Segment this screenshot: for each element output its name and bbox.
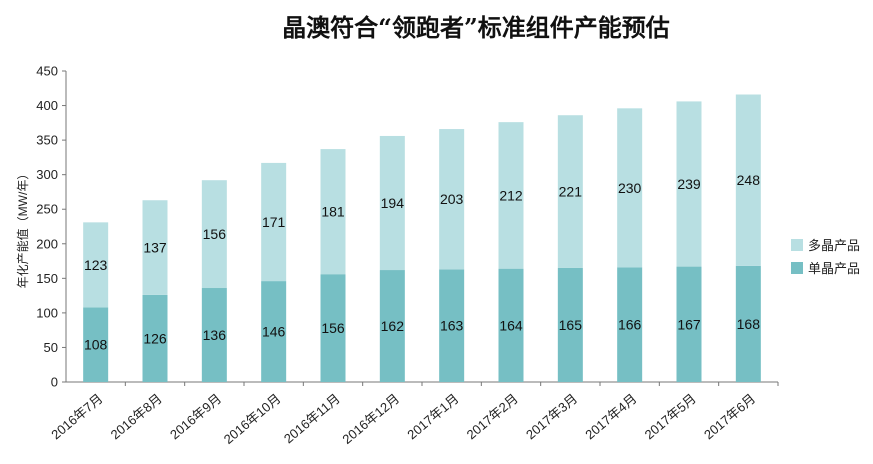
bar-segment [142,294,168,382]
bar-segment [142,200,168,295]
legend-label: 单晶产品 [808,261,860,276]
bar-segment [676,101,702,267]
bar-segment [557,267,583,382]
y-tick-label: 400 [36,98,58,113]
y-axis-label: 年化产能值（MW/年） [15,168,30,289]
x-tick-label: 2016年11月 [281,391,343,446]
y-tick-label: 150 [36,271,58,286]
data-label: 137 [143,240,167,256]
bars-group: 108 123 126 137 136 156 146 171 156 181 162 194 163 2… [83,94,761,382]
data-label: 164 [499,317,523,333]
bar-segment [735,94,761,266]
x-tick-label: 2017年6月 [701,391,758,442]
data-label: 194 [381,195,405,211]
x-tick-label: 2016年10月 [221,391,284,447]
bar-segment [498,268,524,382]
bar-segment [557,115,583,268]
bar-segment [676,266,702,382]
x-tick-label: 2017年2月 [464,391,521,442]
bar-segment [83,307,109,382]
bar-segment [735,265,761,382]
y-tick-label: 200 [36,236,58,251]
data-label: 166 [618,317,642,333]
bar-segment [261,281,287,382]
data-label: 156 [203,226,227,242]
bar-segment [320,149,346,275]
data-label: 203 [440,191,464,207]
bar-segment [439,269,465,382]
data-label: 230 [618,180,642,196]
x-tick-label: 2016年9月 [167,391,224,442]
bar-segment [320,274,346,382]
data-label: 239 [677,176,701,192]
chart-title: 晶澳符合“领跑者”标准组件产能预估 [282,13,670,42]
x-tick-label: 2017年4月 [582,391,639,442]
bar-segment [201,288,227,382]
data-label: 163 [440,318,464,334]
data-label: 123 [84,257,108,273]
y-tick-label: 450 [36,64,58,79]
data-label: 156 [321,320,345,336]
bar-segment [261,162,287,282]
legend-label: 多晶产品 [808,238,860,253]
bar-segment [379,135,405,271]
bar-segment [379,270,405,382]
data-label: 126 [143,330,167,346]
legend-swatch [791,239,803,251]
data-label: 212 [499,187,523,203]
data-label: 146 [262,324,286,340]
data-label: 181 [321,204,345,220]
y-tick-label: 0 [51,375,58,390]
data-label: 108 [84,337,108,353]
x-tick-label: 2017年3月 [523,391,580,442]
bar-segment [617,267,643,382]
bar-segment [201,180,227,289]
data-label: 221 [559,184,583,200]
x-tick-label: 2017年1月 [404,391,461,442]
bar-segment [83,222,109,308]
bar-segment [498,122,524,269]
bar-segment [439,129,465,270]
x-tick-label: 2016年7月 [48,391,105,442]
data-label: 168 [737,316,761,332]
bar-segment [617,108,643,268]
x-tick-label: 2016年8月 [108,391,165,442]
x-tick-label: 2016年12月 [339,391,402,447]
data-label: 165 [559,317,583,333]
y-tick-label: 50 [44,340,58,355]
y-tick-label: 250 [36,202,58,217]
data-label: 162 [381,318,405,334]
y-tick-label: 300 [36,167,58,182]
data-label: 171 [262,214,286,230]
y-tick-label: 350 [36,133,58,148]
y-tick-label: 100 [36,305,58,320]
data-label: 248 [737,172,761,188]
legend-swatch [791,262,803,274]
data-label: 136 [203,327,227,343]
x-tick-label: 2017年5月 [642,391,699,442]
data-label: 167 [677,316,701,332]
